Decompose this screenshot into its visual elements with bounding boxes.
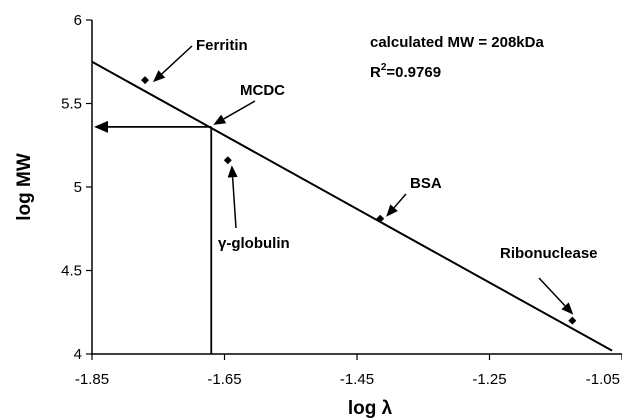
label-ferritin: Ferritin (196, 37, 248, 54)
mcdc-arrow-head (213, 114, 227, 125)
x-tick-label: -1.45 (340, 371, 374, 388)
y-tick-label: 5 (74, 179, 82, 196)
ribonuclease-arrow-head (561, 302, 574, 315)
mcdc-arrowhead-left (94, 120, 108, 133)
x-tick-label: -1.65 (207, 371, 241, 388)
data-points (141, 76, 577, 325)
tick-marks: 4 4.5 5 5.5 6 -1.85 -1.65 -1.45 -1.25 -1.05 (61, 12, 622, 388)
regression-line (91, 60, 613, 352)
label-ribonuclease: Ribonuclease (500, 245, 598, 262)
x-tick-label: -1.85 (75, 371, 109, 388)
y-tick-label: 6 (74, 12, 82, 29)
gamma-globulin-arrow-shaft (231, 177, 237, 229)
x-tick-label: -1.25 (472, 371, 506, 388)
ferritin-arrow-head (153, 70, 166, 83)
r2-value: =0.9769 (386, 64, 441, 81)
fit-line-group (91, 60, 613, 352)
x-tick-label: -1.05 (586, 371, 620, 388)
y-axis-title: log MW (14, 153, 35, 221)
y-tick-label: 4 (74, 346, 82, 363)
annotation-r-squared: R2=0.9769 (370, 62, 441, 81)
data-point (568, 316, 577, 325)
axes (91, 20, 622, 355)
ribonuclease-arrow-shaft (538, 277, 566, 307)
mcdc-arrow-shaft (223, 100, 256, 120)
label-bsa: BSA (410, 175, 442, 192)
ferritin-arrow-shaft (161, 45, 193, 75)
x-axis-title: log λ (348, 398, 393, 418)
data-point (376, 214, 385, 223)
bsa-arrow-head (386, 204, 398, 217)
data-point (141, 76, 149, 85)
label-mcdc: MCDC (240, 82, 285, 99)
label-gamma-globulin: γ-globulin (218, 235, 290, 252)
annotation-arrows (94, 45, 574, 354)
annotation-calculated-mw: calculated MW = 208kDa (370, 34, 544, 51)
gamma-globulin-arrow-head (227, 165, 238, 178)
y-tick-label: 4.5 (61, 263, 82, 280)
y-tick-label: 5.5 (61, 96, 82, 113)
data-point (223, 156, 232, 165)
bsa-arrow-shaft (393, 193, 407, 209)
r2-prefix: R (370, 64, 381, 81)
r2-superscript: 2 (381, 62, 387, 73)
